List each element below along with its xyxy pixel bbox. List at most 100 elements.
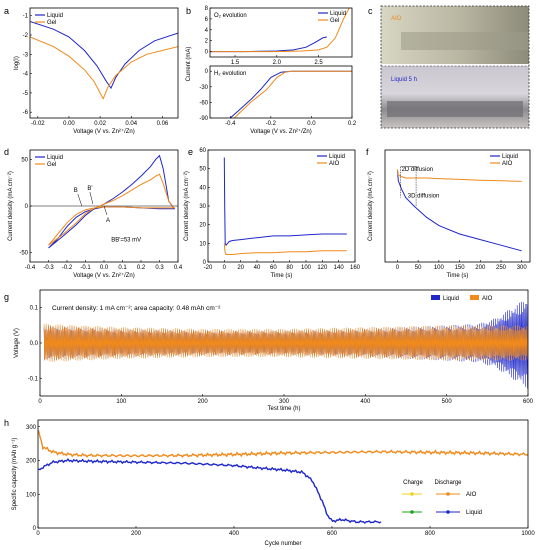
y-tick-label: 4 [205,28,209,34]
x-axis-label: Voltage (V vs. Zn²⁺/Zn) [73,272,135,279]
y-tick-label: 30 [199,204,206,210]
y-tick-label: 0 [25,204,29,210]
x-tick-label: -0.2 [62,265,73,271]
x-tick-label: 500 [442,399,453,405]
photo-frame [380,5,530,129]
y-tick-label: -4 [23,72,29,78]
x-tick-label: 0.3 [155,265,164,271]
plot-frame [29,7,179,119]
series-gel-o2 [210,8,350,53]
series-group [210,8,350,53]
legend-label: Liquid [330,11,346,17]
series-group [30,154,178,249]
y-tick-label: -2 [23,33,29,39]
legend-swatch [431,295,440,300]
x-tick-label: 0.2 [348,121,357,127]
x-tick-label: 100 [116,399,127,405]
y-tick-label: -50 [19,251,28,257]
x-tick-label: 600 [523,399,534,405]
x-tick-label: 0.0 [307,121,316,127]
y-tick-label: 40 [199,185,206,191]
x-tick-label: 20 [237,265,244,271]
series-liquid [48,154,176,249]
x-tick-label: 800 [425,531,436,537]
y-axis-label: Current (mA) [186,47,192,82]
x-axis-label: Voltage (V vs. Zn²⁺/Zn) [73,128,135,135]
x-tick-label: 250 [496,265,507,271]
panel-label: b [186,6,191,16]
series-gel [30,36,178,100]
x-tick-label: 160 [350,265,361,271]
annotation-line [103,205,108,216]
series-group [223,157,347,255]
y-tick-label: 100 [26,492,37,498]
photo-label-aio: AIO [391,16,402,22]
x-tick-label: -0.3 [43,265,54,271]
x-tick-label: -20 [204,265,213,271]
x-tick-label: 120 [317,265,328,271]
photo-liquid [381,66,529,128]
x-tick-label: 0.00 [63,121,75,127]
panel-label: e [188,147,193,157]
series-group [229,70,352,118]
annotation-2d: 2D diffusion [402,167,434,173]
y-tick-label: -30 [199,85,208,91]
x-axis-label: Time (s) [271,273,293,279]
y-tick-label: 0.0 [30,341,39,347]
x-tick-label: 200 [198,399,209,405]
annotation-h2: H₂ evolution [214,71,246,77]
legend-label: AIO [502,161,513,167]
series-group [396,169,522,252]
x-tick-label: 200 [131,531,142,537]
series-gel [48,173,176,246]
x-tick-label: 0.2 [137,265,146,271]
x-tick-label: 0 [36,531,40,537]
x-tick-label: 0.1 [118,265,127,271]
x-tick-label: 40 [254,265,261,271]
series-aio [396,169,522,182]
legend-header-charge: Charge [403,480,423,486]
y-tick-label: 50 [21,157,28,163]
y-axis-label: Current density (mA cm⁻²) [368,171,374,241]
legend-marker [410,492,414,496]
x-tick-label: 1000 [521,531,535,537]
series-liquid [38,458,382,524]
plot-frame [384,149,531,263]
y-tick-label: 200 [26,459,37,465]
legend-marker [446,510,450,514]
x-tick-label: 300 [279,399,290,405]
series-aio [43,323,528,362]
x-tick-label: 0 [223,265,227,271]
series-group [43,301,528,389]
panel-label: d [4,147,9,157]
x-axis-label: Voltage (V vs. Zn²⁺/Zn) [250,128,312,135]
panel-a: -0.02 0.00 0.02 0.04 0.06 -1 -2 -3 -4 -5 -6 Voltage… [4,6,179,135]
y-tick-label: 0 [205,50,209,56]
x-axis-label: Cycle number [264,541,301,547]
x-tick-label: 0 [38,399,42,405]
x-tick-label: -0.4 [25,265,36,271]
panel-e: -20 0 20 40 60 80 100 120 140 1600102030405060Tim… [184,147,361,279]
legend-label: AIO [482,296,493,302]
y-axis-label: Specific capacity (mAh g⁻¹) [12,438,18,511]
x-axis-label: Time (s) [447,273,469,279]
photo-label-liquid: Liquid 5 h [391,77,417,83]
x-tick-label: 100 [434,265,445,271]
x-axis-label: Test time (h) [267,406,300,412]
y-tick-label: -1 [23,14,29,20]
y-axis-label: Voltage (V) [14,328,20,358]
legend-header-discharge: Discharge [434,480,462,486]
y-tick-label: 0 [33,526,37,532]
legend-label: Liquid [329,154,345,160]
y-tick-label: 8 [205,6,209,12]
annotation-conditions: Current density: 1 mA cm⁻²; area capacit… [52,305,221,312]
legend-label: Liquid [443,296,459,302]
legend-marker [446,492,450,496]
x-tick-label: 50 [415,265,422,271]
x-tick-label: 0.4 [174,265,183,271]
y-axis-label: log(I) [14,56,20,70]
y-tick-label: 10 [199,241,206,247]
plot-frame-bottom [209,65,353,119]
legend-label: Gel [47,20,56,26]
y-tick-label: 50 [199,167,206,173]
